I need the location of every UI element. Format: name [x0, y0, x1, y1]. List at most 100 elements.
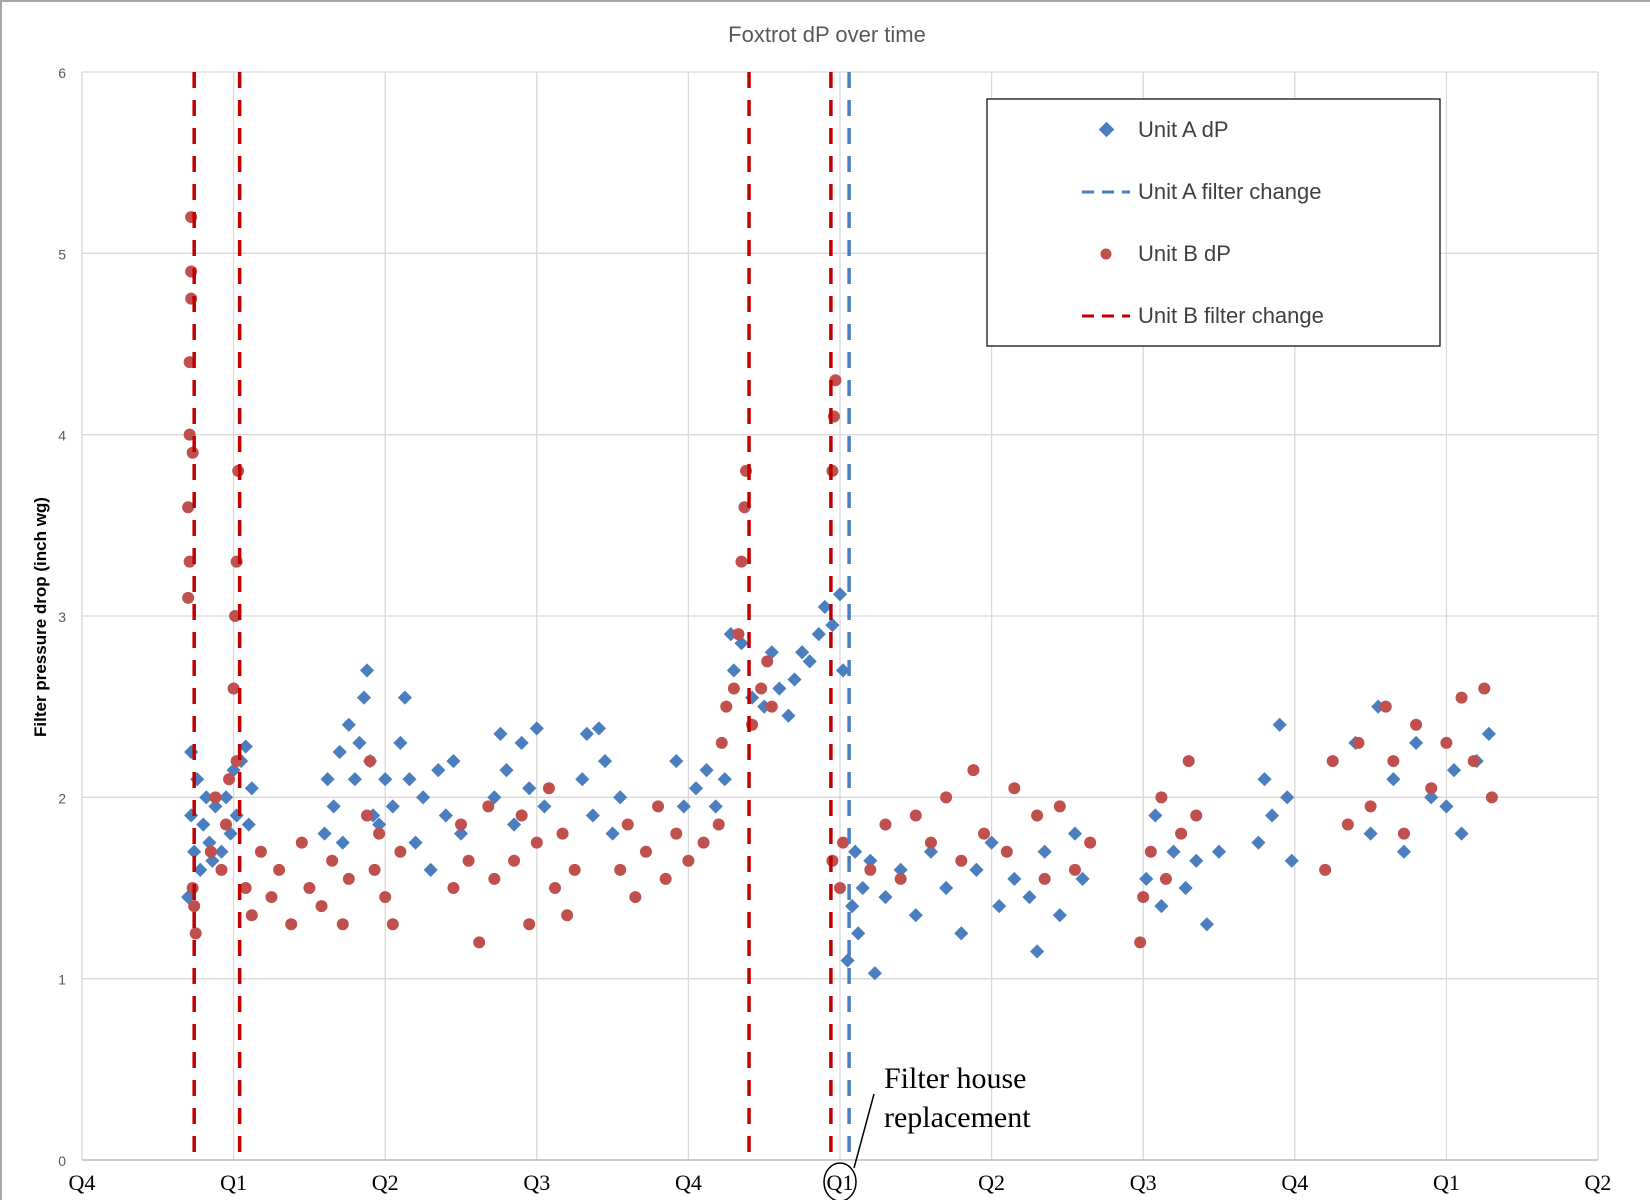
filter-change-lines [192, 72, 851, 1160]
unit-a-point [229, 808, 244, 823]
annotation-line-2: replacement [884, 1101, 1031, 1134]
y-tick-labels: 0 1 2 3 4 5 6 [58, 65, 66, 1169]
unit-b-point [548, 882, 561, 894]
unit-b-point [568, 863, 581, 876]
unit-b-point [368, 863, 381, 876]
unit-a-point [613, 790, 628, 805]
unit-a-point [335, 835, 350, 850]
legend-unit-a-dp: Unit A dP [1138, 117, 1229, 142]
x-tick-label: Q4 [1281, 1170, 1308, 1195]
unit-a-point [708, 799, 723, 814]
legend: Unit A dP Unit A filter change Unit B dP… [986, 98, 1441, 347]
unit-a-point [326, 799, 341, 814]
unit-a-point [1251, 835, 1266, 850]
data-points [181, 211, 1498, 981]
unit-b-point [1410, 718, 1423, 731]
unit-b-point [189, 927, 202, 940]
unit-a-point [772, 681, 787, 696]
unit-b-point [670, 827, 683, 840]
unit-a-point [1264, 808, 1280, 823]
unit-a-point [1030, 944, 1045, 959]
unit-a-point [332, 744, 347, 760]
unit-b-point [894, 872, 907, 885]
unit-a-point [1139, 871, 1154, 887]
unit-b-point [447, 882, 460, 894]
unit-a-point [811, 627, 826, 642]
y-tick-label: 4 [58, 428, 66, 444]
unit-b-point [967, 764, 980, 777]
unit-b-point [239, 882, 252, 894]
unit-a-point [591, 721, 607, 736]
legend-box [986, 98, 1441, 347]
unit-a-point [1037, 844, 1052, 859]
unit-b-point [364, 755, 377, 768]
legend-diamond-icon [1098, 121, 1115, 138]
unit-a-point [408, 835, 423, 850]
unit-a-point [402, 772, 417, 787]
unit-a-point [1280, 790, 1295, 805]
y-tick-label: 2 [58, 790, 66, 806]
unit-a-point [1272, 717, 1287, 732]
unit-b-point [342, 872, 355, 885]
x-tick-label: Q4 [69, 1170, 96, 1195]
unit-a-point [493, 726, 508, 741]
legend-unit-b-dp: Unit B dP [1138, 241, 1231, 266]
unit-a-point [241, 817, 256, 832]
unit-a-point [575, 772, 590, 787]
unit-b-point [1397, 827, 1410, 840]
unit-a-point [244, 781, 259, 796]
unit-b-point [834, 882, 846, 894]
unit-b-point [245, 909, 258, 922]
unit-b-point [1053, 800, 1066, 813]
x-tick-label: Q2 [372, 1170, 399, 1195]
highlight-circle [823, 1162, 857, 1200]
unit-a-point [359, 663, 375, 678]
unit-a-point [238, 739, 253, 754]
unit-a-point [781, 708, 796, 723]
gridlines [81, 71, 1599, 1161]
unit-b-point [1467, 755, 1480, 768]
unit-a-point [1257, 772, 1272, 787]
unit-b-point [227, 682, 240, 695]
unit-a-point [537, 799, 552, 814]
unit-b-point [182, 501, 195, 514]
unit-a-point [579, 726, 594, 741]
unit-a-point [835, 663, 851, 678]
unit-a-point [218, 790, 234, 805]
unit-a-point [845, 899, 860, 914]
unit-b-point [1000, 845, 1013, 858]
unit-b-point [265, 891, 278, 904]
unit-b-point [473, 936, 486, 949]
legend-circle-icon [1100, 248, 1112, 260]
unit-a-point [1439, 799, 1454, 814]
unit-b-point [697, 836, 710, 849]
unit-a-point [1178, 880, 1193, 896]
unit-a-point [347, 772, 362, 787]
unit-a-point [487, 790, 502, 805]
unit-b-point [1182, 755, 1195, 768]
unit-b-point [755, 682, 768, 695]
y-tick-label: 0 [58, 1153, 66, 1169]
unit-a-point [341, 717, 356, 732]
unit-a-point [585, 808, 600, 823]
unit-b-point [614, 863, 627, 876]
unit-b-point [561, 909, 574, 922]
unit-a-point [378, 772, 393, 787]
unit-b-point [336, 918, 349, 931]
unit-a-point [1409, 735, 1424, 751]
unit-b-point [488, 872, 501, 885]
unit-a-point [385, 799, 400, 814]
unit-a-point [1007, 871, 1022, 887]
unit-b-point [659, 872, 672, 885]
unit-a-point [438, 808, 453, 823]
unit-b-point [1425, 782, 1438, 795]
unit-b-point [1352, 736, 1365, 749]
unit-b-point [482, 800, 495, 813]
unit-a-point [184, 744, 199, 760]
unit-b-point [909, 809, 922, 822]
y-tick-label: 1 [58, 972, 66, 988]
unit-a-point [184, 808, 199, 823]
unit-a-point [867, 966, 882, 981]
